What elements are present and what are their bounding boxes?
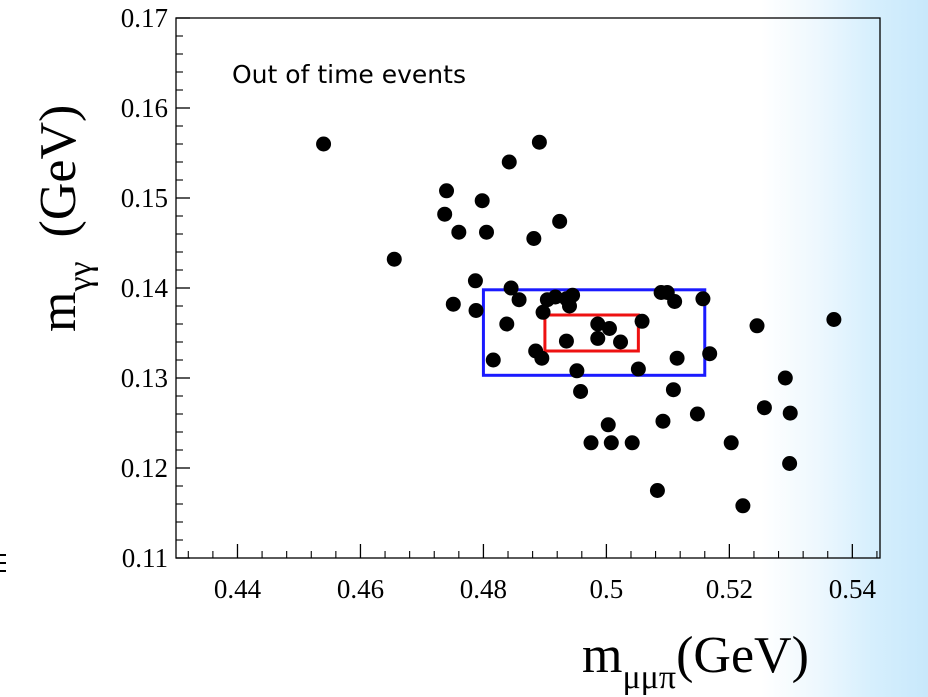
data-point: [630, 361, 646, 377]
y-tick-label: 0.16: [121, 93, 168, 123]
data-point: [316, 136, 332, 152]
x-tick-label: 0.5: [590, 574, 624, 604]
data-point: [485, 352, 501, 368]
data-point: [558, 333, 574, 349]
data-point: [552, 213, 568, 229]
data-point: [603, 435, 619, 451]
data-point: [601, 321, 617, 336]
data-point: [665, 382, 681, 398]
region-box-outer: [481, 288, 707, 377]
data-point: [782, 405, 798, 421]
data-point: [531, 134, 547, 150]
axis-ticks: [176, 17, 878, 559]
data-point: [649, 483, 665, 498]
y-axis-title-base: m: [30, 292, 87, 332]
data-point: [624, 435, 640, 451]
x-tick-label: 0.44: [214, 574, 262, 604]
data-point: [474, 193, 490, 209]
data-point: [499, 316, 515, 332]
signal-regions: [481, 288, 707, 377]
data-point: [756, 400, 772, 416]
x-axis-title-unit: (GeV): [676, 627, 809, 684]
data-point: [583, 435, 599, 451]
data-point: [782, 456, 798, 471]
x-axis-title: mμμπ(GeV): [582, 627, 809, 696]
data-point: [569, 363, 585, 379]
data-point: [573, 384, 589, 399]
data-point: [439, 183, 455, 199]
data-point: [386, 251, 402, 267]
data-point: [445, 296, 461, 312]
data-point: [735, 498, 751, 514]
data-point: [826, 312, 842, 327]
data-points: [316, 134, 842, 514]
data-point: [613, 334, 629, 350]
data-point: [777, 370, 793, 386]
y-tick-label: 0.11: [122, 543, 168, 573]
data-point: [590, 330, 606, 346]
data-point: [723, 435, 739, 451]
data-point: [565, 287, 581, 303]
data-point: [547, 289, 563, 305]
plot-frame: [175, 17, 881, 559]
data-point: [667, 294, 683, 309]
data-point: [695, 291, 711, 307]
y-axis-title-unit: (GeV): [30, 105, 87, 238]
y-tick-label: 0.13: [121, 363, 168, 393]
y-tick-label: 0.14: [121, 273, 169, 303]
data-point: [689, 406, 705, 422]
data-point: [503, 280, 519, 296]
data-point: [655, 413, 671, 429]
data-point: [749, 318, 765, 334]
tick-labels: 0.44 0.46 0.48 0.5 0.52 0.54 0.11 0.12 0.13 0.14 0…: [121, 3, 877, 604]
data-point: [511, 292, 527, 308]
y-tick-label: 0.17: [121, 3, 168, 33]
data-point: [501, 154, 517, 170]
y-axis-title: mγγ (GeV): [30, 105, 99, 332]
data-point: [478, 224, 494, 240]
data-point: [468, 303, 484, 318]
data-point: [590, 316, 606, 332]
x-axis-title-sub: μμπ: [622, 659, 676, 696]
x-tick-label: 0.48: [460, 574, 507, 604]
y-tick-label: 0.15: [121, 183, 168, 213]
annotation-label: Out of time events: [232, 60, 466, 89]
data-point: [535, 304, 551, 320]
x-tick-label: 0.54: [829, 574, 877, 604]
x-axis-title-base: m: [582, 627, 622, 684]
data-point: [467, 273, 483, 289]
y-tick-label: 0.12: [121, 453, 168, 483]
x-tick-label: 0.52: [706, 574, 753, 604]
y-axis-title-sub: γγ: [62, 261, 99, 292]
data-point: [600, 417, 616, 433]
edge-mark: [0, 554, 6, 572]
data-point: [451, 224, 467, 240]
data-point: [534, 350, 550, 366]
data-point: [526, 231, 542, 246]
data-point: [669, 350, 685, 366]
data-point: [702, 346, 718, 362]
region-box-inner: [543, 313, 640, 353]
data-point: [437, 206, 453, 222]
x-tick-label: 0.46: [337, 574, 384, 604]
data-point: [634, 313, 650, 329]
